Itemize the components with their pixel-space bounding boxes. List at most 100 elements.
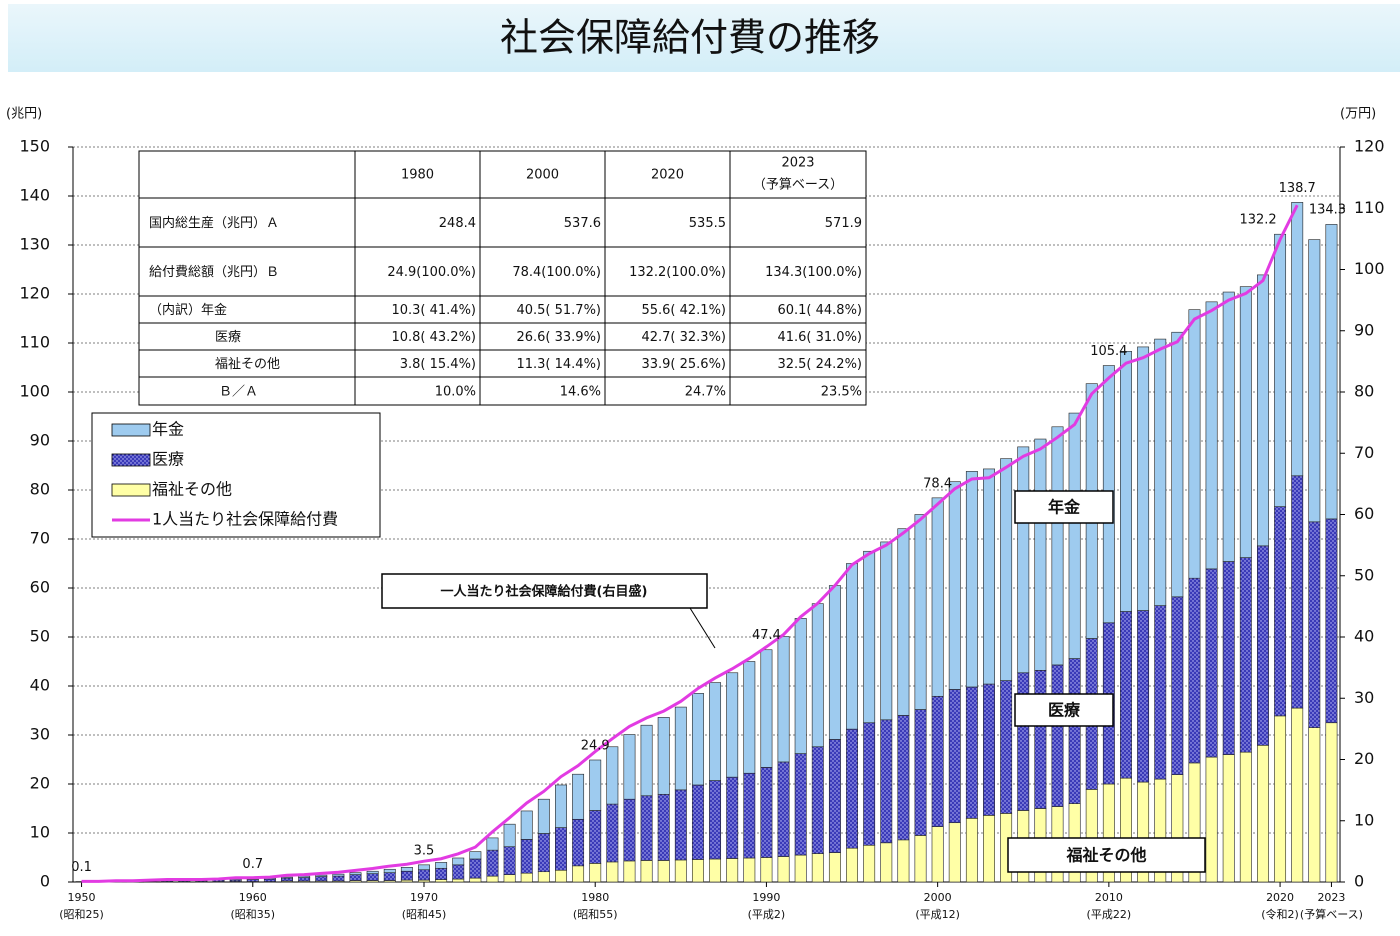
table-cell: 10.8( 43.2%) [391,330,476,345]
bar-segment [298,878,309,881]
bar-segment [572,866,583,882]
table-cell: 24.7% [685,385,726,400]
bar-segment [761,858,772,883]
bar-segment [658,860,669,882]
bar-segment [555,785,566,828]
bar-segment [1257,546,1268,745]
bar-segment [641,860,652,882]
bar-segment [829,853,840,882]
y-tick-label: 90 [30,431,50,450]
x-era-label: (予算ベース) [1300,907,1363,921]
total-label: 134.3 [1309,202,1346,217]
bar-segment [932,827,943,882]
bar-segment [350,873,361,875]
bar-segment [864,551,875,723]
bar-segment [778,857,789,882]
bar-segment [453,879,464,882]
bar-segment [658,717,669,794]
bar-segment [949,482,960,690]
table-cell: 60.1( 44.8%) [777,303,862,318]
y2-tick-label: 90 [1354,320,1374,339]
bar-segment [744,773,755,858]
bar-segment [1309,240,1320,522]
bar-segment [1035,670,1046,808]
bar-segment [864,723,875,846]
bar-segment [1189,578,1200,763]
bar-segment [915,515,926,710]
bar-segment [795,618,806,753]
bar-segment [898,840,909,882]
y-tick-label: 40 [30,676,50,695]
bar-segment [983,469,994,684]
y2-tick-label: 0 [1354,872,1364,891]
bar-segment [829,739,840,852]
bar-segment [384,873,395,881]
bar-segment [572,774,583,819]
y2-tick-label: 60 [1354,504,1374,523]
bar-segment [1257,745,1268,882]
table-cell: 14.6% [560,385,601,400]
legend-swatch [112,424,150,436]
y2-tick-label: 30 [1354,688,1374,707]
bar-segment [727,858,738,882]
bar-segment [590,863,601,882]
x-era-label: (平成22) [1087,908,1132,921]
bar-segment [453,865,464,879]
bar-segment [1000,681,1011,814]
y-tick-label: 110 [19,333,50,352]
bar-segment [1155,606,1166,779]
bar-segment [367,871,378,873]
table-cell: 10.0% [435,385,476,400]
bar-segment [418,870,429,880]
bar-segment [521,873,532,882]
table-cell: 535.5 [689,216,726,231]
bar-segment [470,878,481,882]
bar-segment [1223,755,1234,882]
bar-segment [812,854,823,882]
total-label: 0.7 [242,857,263,872]
bar-segment [966,687,977,818]
table-cell: 571.9 [825,216,862,231]
bar-segment [744,662,755,774]
bar-segment [846,729,857,848]
bar-segment [590,760,601,810]
y2-tick-label: 20 [1354,749,1374,768]
bar-segment [949,823,960,882]
bar-segment [1223,292,1234,562]
table-cell: 537.6 [564,216,601,231]
bar-segment [881,843,892,882]
table-cell: 78.4(100.0%) [512,265,601,280]
bar-segment [1189,310,1200,579]
bar-segment [1206,569,1217,757]
bar-segment [1137,347,1148,611]
table-cell: 248.4 [439,216,476,231]
table-cell: 26.6( 33.9%) [516,330,601,345]
bar-segment [367,874,378,881]
y-tick-label: 0 [40,872,50,891]
y-tick-label: 100 [19,382,50,401]
bar-segment [812,604,823,747]
bar-segment [1206,757,1217,882]
table-row-label: Ｂ／Ａ [219,385,258,400]
bar-segment [281,877,292,878]
legend-label: 1人当たり社会保障給付費 [152,510,338,529]
chart-title: 社会保障給付費の推移 [500,16,880,60]
bar-segment [692,785,703,859]
x-tick-label: 2010 [1095,891,1123,904]
annotation: 医療 [1048,701,1081,720]
bar-segment [1326,224,1337,518]
bar-segment [298,876,309,877]
bar-segment [932,498,943,696]
table-cell: 32.5( 24.2%) [777,357,862,372]
y-tick-label: 60 [30,578,50,597]
x-era-label: (平成2) [748,908,786,921]
bar-segment [624,735,635,800]
x-era-label: (昭和55) [573,908,618,921]
bar-segment [898,715,909,839]
bar-segment [590,810,601,863]
bar-segment [864,845,875,882]
x-tick-label: 2020 [1266,891,1294,904]
bar-segment [435,880,446,882]
table-row-label: 医療 [215,330,241,345]
